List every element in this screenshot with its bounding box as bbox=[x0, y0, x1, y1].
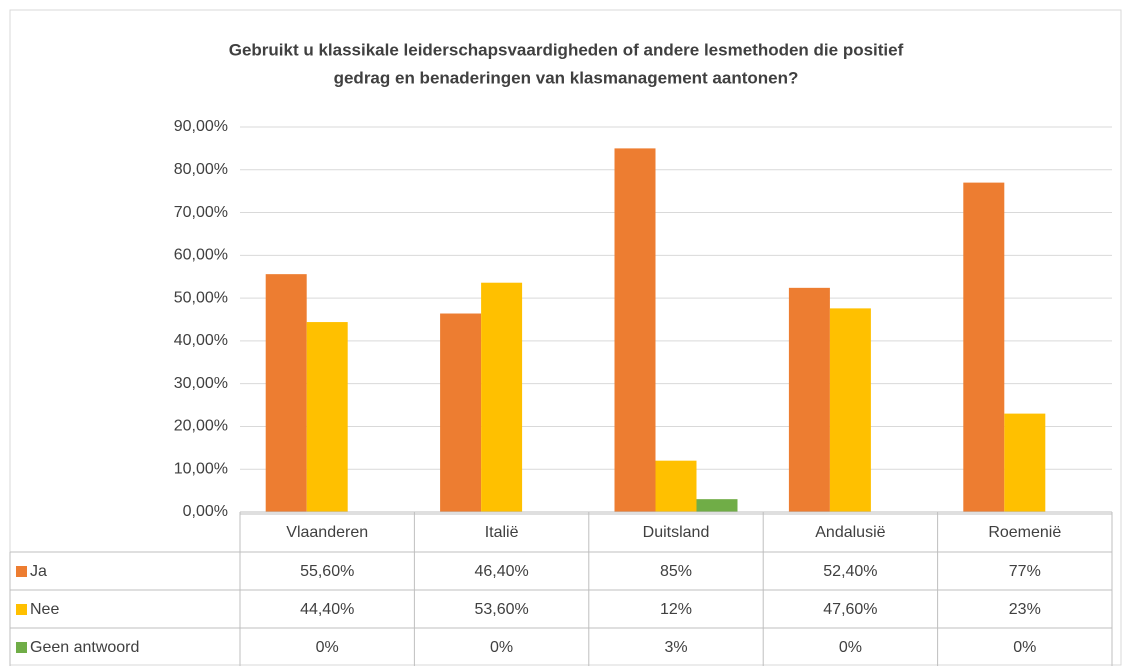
table-value: 47,60% bbox=[823, 601, 877, 618]
y-tick-label: 0,00% bbox=[183, 503, 228, 520]
table-value: 0% bbox=[1013, 639, 1036, 656]
x-tick-label: Roemenië bbox=[988, 524, 1061, 541]
x-tick-label: Duitsland bbox=[643, 524, 710, 541]
x-tick-label: Italië bbox=[485, 524, 519, 541]
bar bbox=[440, 313, 482, 512]
y-tick-label: 70,00% bbox=[174, 204, 228, 221]
y-tick-label: 20,00% bbox=[174, 418, 228, 435]
y-tick-label: 50,00% bbox=[174, 289, 228, 306]
x-tick-label: Andalusië bbox=[815, 524, 885, 541]
bar bbox=[696, 499, 738, 512]
bar bbox=[306, 322, 348, 512]
y-tick-label: 10,00% bbox=[174, 460, 228, 477]
y-tick-label: 90,00% bbox=[174, 118, 228, 135]
chart-title: Gebruikt u klassikale leiderschapsvaardi… bbox=[229, 40, 904, 59]
table-value: 77% bbox=[1009, 563, 1041, 580]
legend-key bbox=[16, 604, 27, 615]
table-value: 3% bbox=[664, 639, 687, 656]
bar bbox=[829, 308, 871, 512]
table-value: 53,60% bbox=[474, 601, 528, 618]
table-value: 12% bbox=[660, 601, 692, 618]
table-value: 23% bbox=[1009, 601, 1041, 618]
y-tick-label: 80,00% bbox=[174, 161, 228, 178]
legend-label: Ja bbox=[30, 563, 47, 580]
bar bbox=[614, 148, 656, 512]
y-tick-label: 60,00% bbox=[174, 247, 228, 264]
table-value: 55,60% bbox=[300, 563, 354, 580]
y-tick-label: 30,00% bbox=[174, 375, 228, 392]
table-value: 46,40% bbox=[474, 563, 528, 580]
table-value: 0% bbox=[839, 639, 862, 656]
legend-key bbox=[16, 642, 27, 653]
bar bbox=[963, 182, 1005, 512]
legend-key bbox=[16, 566, 27, 577]
table-value: 0% bbox=[490, 639, 513, 656]
x-tick-label: Vlaanderen bbox=[286, 524, 368, 541]
table-value: 85% bbox=[660, 563, 692, 580]
table-value: 52,40% bbox=[823, 563, 877, 580]
bar bbox=[481, 282, 523, 512]
legend-label: Nee bbox=[30, 601, 59, 618]
bar bbox=[265, 274, 307, 512]
chart-title: gedrag en benaderingen van klasmanagemen… bbox=[334, 68, 799, 87]
bar bbox=[788, 287, 830, 512]
table-value: 44,40% bbox=[300, 601, 354, 618]
legend-label: Geen antwoord bbox=[30, 639, 139, 656]
chart-border bbox=[9, 9, 1122, 666]
bar bbox=[1004, 413, 1046, 512]
y-tick-label: 40,00% bbox=[174, 332, 228, 349]
table-value: 0% bbox=[316, 639, 339, 656]
bar bbox=[655, 460, 697, 512]
